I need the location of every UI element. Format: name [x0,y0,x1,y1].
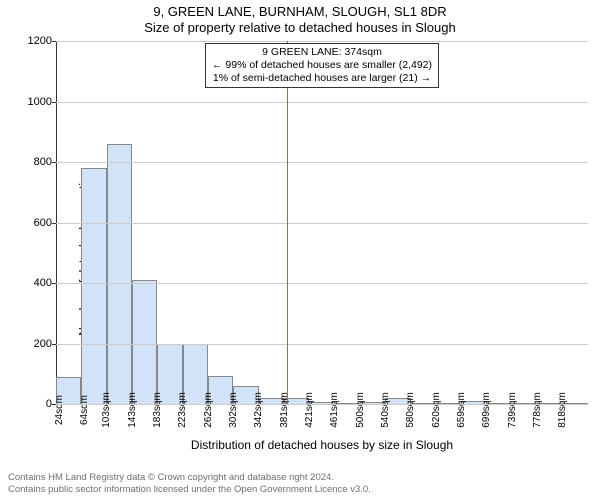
gridline [56,223,588,224]
xtick-label: 461sqm [329,392,340,428]
annotation-box: 9 GREEN LANE: 374sqm← 99% of detached ho… [205,43,439,88]
ytick-label: 400 [34,277,52,289]
xtick-label: 24sqm [54,395,65,425]
gridline [56,102,588,103]
xtick-label: 818sqm [557,392,568,428]
marker-line [287,41,288,404]
bar [132,280,157,404]
ytick-label: 800 [34,156,52,168]
xtick-label: 302sqm [228,392,239,428]
xtick-label: 580sqm [405,392,416,428]
xtick-label: 223sqm [178,392,189,428]
xtick-label: 620sqm [431,392,442,428]
ytick-mark [52,41,56,42]
xtick-label: 262sqm [203,392,214,428]
x-axis-label: Distribution of detached houses by size … [56,438,588,452]
xtick-label: 103sqm [102,392,113,428]
xtick-label: 778sqm [532,392,543,428]
xtick-label: 381sqm [279,392,290,428]
xtick-label: 540sqm [380,392,391,428]
chart-title-sub: Size of property relative to detached ho… [0,20,600,35]
xtick-label: 183sqm [152,392,163,428]
xtick-label: 659sqm [456,392,467,428]
xtick-label: 143sqm [127,392,138,428]
annotation-line: 9 GREEN LANE: 374sqm [212,46,432,59]
xtick-label: 739sqm [507,392,518,428]
annotation-line: ← 99% of detached houses are smaller (2,… [212,59,432,72]
footer-line-1: Contains HM Land Registry data © Crown c… [8,472,592,484]
plot-region: 24sqm64sqm103sqm143sqm183sqm223sqm262sqm… [56,41,588,404]
xtick-label: 64sqm [79,395,90,425]
ytick-mark [52,344,56,345]
gridline [56,404,588,405]
chart-title-main: 9, GREEN LANE, BURNHAM, SLOUGH, SL1 8DR [0,4,600,19]
xtick-label: 421sqm [304,392,315,428]
ytick-mark [52,102,56,103]
gridline [56,162,588,163]
gridline [56,344,588,345]
ytick-mark [52,223,56,224]
ytick-label: 1200 [28,35,52,47]
ytick-label: 1000 [28,96,52,108]
xtick-label: 342sqm [253,392,264,428]
ytick-label: 0 [46,398,52,410]
gridline [56,283,588,284]
ytick-mark [52,162,56,163]
ytick-mark [52,283,56,284]
ytick-label: 200 [34,338,52,350]
chart-area: Number of detached properties 24sqm64sqm… [0,35,600,470]
xtick-label: 500sqm [355,392,366,428]
ytick-label: 600 [34,217,52,229]
bar [81,168,106,404]
gridline [56,41,588,42]
annotation-line: 1% of semi-detached houses are larger (2… [212,72,432,85]
xtick-label: 699sqm [481,392,492,428]
ytick-mark [52,404,56,405]
bar [107,144,132,404]
footer-line-2: Contains public sector information licen… [8,484,592,496]
